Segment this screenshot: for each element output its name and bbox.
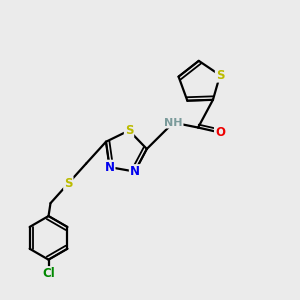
Text: N: N xyxy=(105,160,115,174)
Text: NH: NH xyxy=(164,118,183,128)
Text: S: S xyxy=(125,124,133,137)
Text: O: O xyxy=(215,126,225,139)
Text: S: S xyxy=(216,69,224,82)
Text: S: S xyxy=(64,177,73,190)
Text: Cl: Cl xyxy=(42,267,55,280)
Text: N: N xyxy=(130,165,140,178)
